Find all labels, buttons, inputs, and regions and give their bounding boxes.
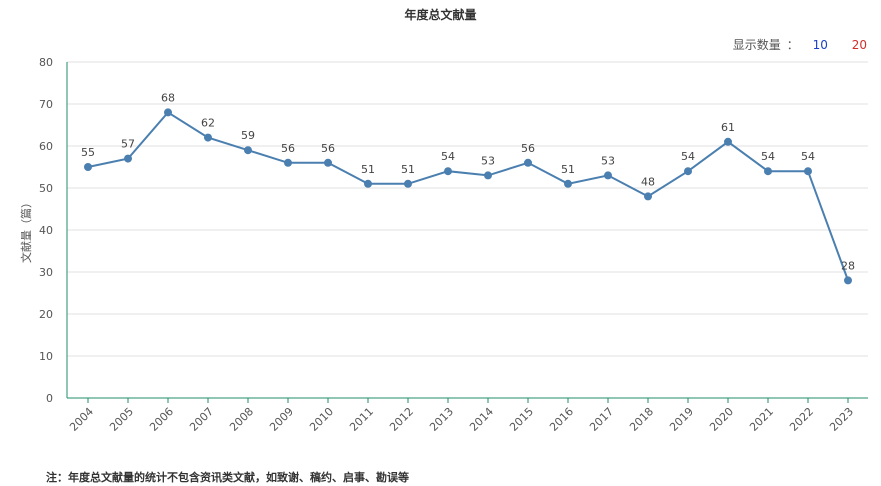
data-label: 61 [721,121,735,134]
x-tick-label: 2011 [347,405,376,434]
x-tick-label: 2009 [267,405,296,434]
x-tick-label: 2010 [307,405,336,434]
data-point [604,171,612,180]
data-point [284,158,292,167]
data-point [644,192,652,201]
y-tick-label: 60 [39,140,53,153]
data-label: 56 [281,142,295,155]
x-tick-label: 2022 [787,405,816,434]
data-label: 56 [521,142,535,155]
data-point [764,167,772,176]
y-axis-label: 文献量（篇） [19,197,33,263]
data-point [684,167,692,176]
data-label: 54 [761,150,775,163]
data-point [404,179,412,188]
data-point [724,137,732,146]
display-count-colon: ： [786,38,799,52]
display-count-20-option[interactable]: 20 [851,38,867,52]
x-tick-label: 2018 [627,405,656,434]
data-point [844,276,852,285]
data-point [84,163,92,171]
display-count-control: 显示数量 ： 10 20 [727,36,867,53]
data-label: 54 [681,150,695,163]
data-label: 57 [121,138,135,151]
data-point [484,171,492,180]
data-label: 59 [241,129,255,142]
y-tick-label: 30 [39,266,53,279]
data-labels: 55 57 68 62 59 56 56 51 51 54 53 56 51 53 48 54 61 54 54 28 [81,91,855,272]
x-tick-label: 2017 [587,405,616,434]
series-line [87,111,849,281]
data-point [804,167,812,176]
y-tick-label: 40 [39,224,53,237]
data-point [324,158,332,167]
data-label: 68 [161,91,175,104]
y-tick-label: 10 [39,350,53,363]
data-point [444,167,452,176]
axes [66,62,868,403]
data-label: 51 [561,163,575,176]
data-label: 28 [841,259,855,272]
x-tick-label: 2015 [507,405,536,434]
x-tick-label: 2016 [547,405,576,434]
data-point [364,179,372,188]
x-tick-label: 2006 [147,405,176,434]
x-tick-labels: 2004 2005 2006 2007 2008 2009 2010 2011 2012 2013… [67,405,856,434]
data-label: 53 [481,154,495,167]
data-label: 56 [321,142,335,155]
data-label: 53 [601,154,615,167]
data-label: 54 [801,150,815,163]
x-tick-label: 2021 [747,405,776,434]
chart-title: 年度总文献量 [404,8,477,22]
grid-lines [67,61,868,357]
y-tick-label: 80 [39,56,53,69]
data-point [524,158,532,167]
data-label: 62 [201,117,215,130]
data-label: 55 [81,146,95,159]
x-tick-label: 2012 [387,405,416,434]
x-tick-label: 2014 [467,405,496,434]
x-tick-label: 2023 [827,405,856,434]
data-label: 51 [401,163,415,176]
data-label: 51 [361,163,375,176]
data-point [564,179,572,188]
data-label: 48 [641,175,655,188]
x-tick-label: 2008 [227,405,256,434]
x-tick-label: 2013 [427,405,456,434]
x-tick-label: 2020 [707,405,736,434]
display-count-10-option[interactable]: 10 [812,38,828,52]
x-tick-label: 2019 [667,405,696,434]
y-tick-label: 70 [39,98,53,111]
display-count-label: 显示数量 [732,38,781,52]
data-points [84,108,852,285]
x-tick-label: 2007 [187,405,216,434]
data-point [164,108,172,117]
y-tick-label: 0 [46,392,53,405]
y-tick-label: 50 [39,182,53,195]
y-tick-labels: 0 10 20 30 40 50 60 70 80 [39,56,53,405]
y-tick-label: 20 [39,308,53,321]
data-label: 54 [441,150,455,163]
footnote: 注：年度总文献量的统计不包含资讯类文献，如致谢、稿约、启事、勘误等 [46,471,409,484]
data-point [124,154,132,163]
data-point [244,146,252,155]
data-point [204,133,212,142]
x-tick-label: 2005 [107,405,136,434]
x-tick-label: 2004 [67,405,96,434]
